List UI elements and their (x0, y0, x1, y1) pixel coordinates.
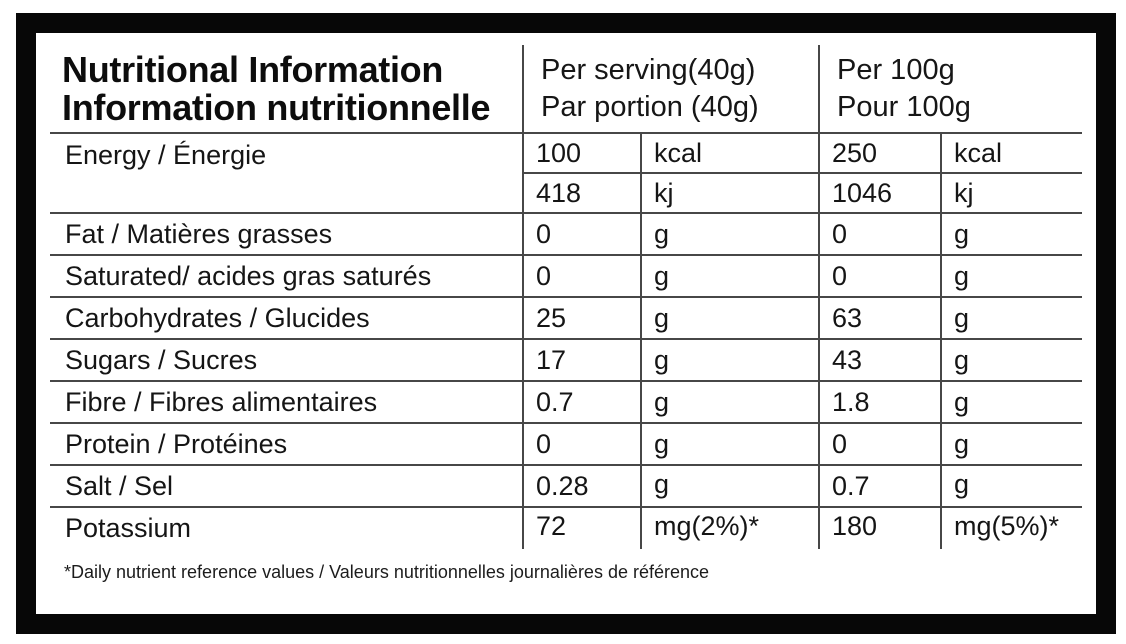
serving-value: 0 (522, 213, 641, 256)
label-content: Nutritional Information Information nutr… (50, 45, 1096, 583)
serving-value: 25 (522, 297, 641, 340)
serving-unit: g (640, 213, 819, 256)
serving-unit: g (640, 297, 819, 340)
per100-unit: g (939, 381, 1083, 424)
energy-per100-value-kcal: 250 (818, 133, 941, 174)
nutrient-label: Sugars / Sucres (50, 339, 523, 382)
table-row-salt: Salt / Sel 0.28 g 0.7 g (50, 465, 1083, 508)
table-row-energy-kj: 418 kj 1046 kj (50, 173, 1083, 214)
table-row-fibre: Fibre / Fibres alimentaires 0.7 g 1.8 g (50, 381, 1083, 424)
serving-value: 72 (522, 507, 641, 549)
label-frame: Nutritional Information Information nutr… (16, 13, 1116, 634)
per100-value: 0.7 (818, 465, 941, 508)
per100-value: 43 (818, 339, 941, 382)
serving-unit: g (640, 381, 819, 424)
per100-unit: g (939, 297, 1083, 340)
nutrition-table: Nutritional Information Information nutr… (50, 45, 1083, 549)
energy-serving-value-kcal: 100 (522, 133, 641, 174)
serving-value: 0.28 (522, 465, 641, 508)
per100-value: 0 (818, 213, 941, 256)
table-title: Nutritional Information Information nutr… (50, 45, 523, 134)
energy-per100-value-kj: 1046 (818, 173, 941, 214)
nutrient-label: Salt / Sel (50, 465, 523, 508)
per-100g-label-en: Per 100g (837, 53, 955, 86)
table-row-fat: Fat / Matières grasses 0 g 0 g (50, 213, 1083, 256)
per100-unit: mg(5%)* (939, 507, 1083, 549)
per100-value: 0 (818, 255, 941, 298)
daily-reference-footnote: *Daily nutrient reference values / Valeu… (64, 562, 710, 582)
column-header-per-100g: Per 100g Pour 100g (817, 45, 1083, 134)
per100-unit: g (939, 255, 1083, 298)
nutrient-label: Fat / Matières grasses (50, 213, 523, 256)
per100-unit: g (939, 465, 1083, 508)
table-title-en: Nutritional Information (62, 48, 444, 90)
per-serving-label-fr: Par portion (40g) (541, 90, 759, 123)
serving-value: 17 (522, 339, 641, 382)
table-row-protein: Protein / Protéines 0 g 0 g (50, 423, 1083, 466)
serving-unit: g (640, 339, 819, 382)
nutrient-label-energy: Energy / Énergie (50, 133, 523, 214)
serving-unit: mg(2%)* (640, 507, 819, 549)
energy-per100-unit-kj: kj (939, 173, 1083, 214)
nutrient-label: Potassium (65, 513, 192, 543)
column-header-per-serving: Per serving(40g) Par portion (40g) (522, 45, 819, 134)
table-row-carbohydrates: Carbohydrates / Glucides 25 g 63 g (50, 297, 1083, 340)
nutrient-label: Carbohydrates / Glucides (50, 297, 523, 340)
serving-value: 0 (522, 423, 641, 466)
nutrient-label: Fibre / Fibres alimentaires (50, 381, 523, 424)
per-100g-label-fr: Pour 100g (837, 90, 971, 123)
per-serving-label-en: Per serving(40g) (541, 53, 756, 86)
table-row-potassium: Potassium 72 mg(2%)* 180 mg(5%)* (50, 507, 1083, 549)
table-title-fr: Information nutritionnelle (62, 86, 491, 128)
per100-value: 63 (818, 297, 941, 340)
per100-value: 1.8 (818, 381, 941, 424)
per100-value: 0 (818, 423, 941, 466)
energy-per100-unit-kcal: kcal (939, 133, 1083, 174)
table-row-energy-kcal: Energy / Énergie 100 kcal 250 kcal (50, 133, 1083, 214)
serving-value: 0 (522, 255, 641, 298)
table-row-sugars: Sugars / Sucres 17 g 43 g (50, 339, 1083, 382)
serving-value: 0.7 (522, 381, 641, 424)
nutrient-label: Saturated/ acides gras saturés (50, 255, 523, 298)
per100-value: 180 (818, 507, 941, 549)
energy-serving-unit-kcal: kcal (640, 133, 819, 174)
energy-serving-unit-kj: kj (640, 173, 819, 214)
serving-unit: g (640, 255, 819, 298)
energy-serving-value-kj: 418 (522, 173, 641, 214)
table-header-row: Nutritional Information Information nutr… (50, 45, 1083, 134)
per100-unit: g (939, 213, 1083, 256)
per100-unit: g (939, 423, 1083, 466)
nutrient-label: Protein / Protéines (50, 423, 523, 466)
table-row-saturated: Saturated/ acides gras saturés 0 g 0 g (50, 255, 1083, 298)
serving-unit: g (640, 423, 819, 466)
per100-unit: g (939, 339, 1083, 382)
serving-unit: g (640, 465, 819, 508)
